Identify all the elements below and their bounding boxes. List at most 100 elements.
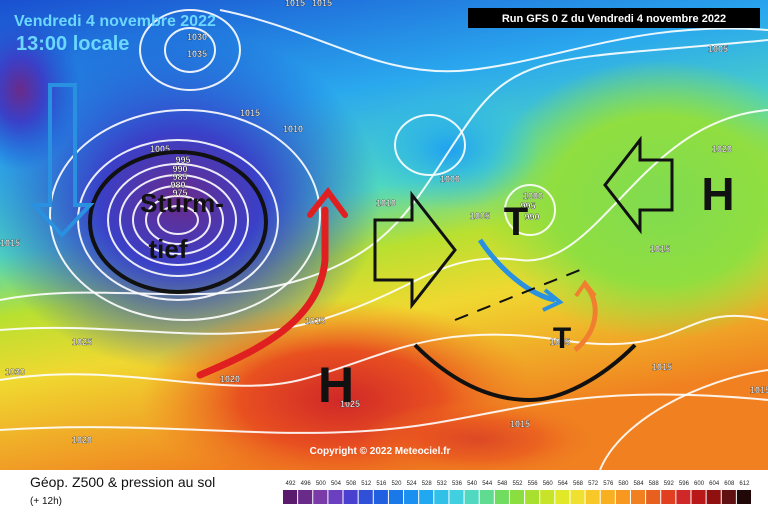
scale-swatch [721,490,736,504]
isobar-label: 980 [170,180,185,190]
annotation-shapes [29,83,674,403]
low-marker: T [553,322,571,355]
annotations: Sturm- tief H H H T T [140,168,735,413]
scale-swatch [449,490,464,504]
scale-label: 608 [724,481,735,487]
isobar-label: 1025 [340,399,360,409]
scale-swatch [358,490,373,504]
isobar-label: 1005 [470,211,490,221]
scale-label: 528 [422,481,433,487]
scale-label: 576 [603,481,614,487]
isobar-label: 1030 [187,32,207,42]
isobar-label: 1015 [285,0,305,8]
scale-swatch [646,490,661,504]
low-marker: T [504,200,528,244]
scale-swatch [706,490,721,504]
scale-swatch [388,490,404,504]
isobar-label: 1015 [305,316,325,326]
scale-label: 556 [528,481,539,487]
isobar-label: 1005 [708,44,728,54]
scale-label: 508 [346,481,357,487]
scale-label: 516 [376,481,387,487]
scale-label: 552 [512,481,523,487]
isobar-label: 990 [172,164,187,174]
isobar-label: 975 [172,188,187,198]
isobar-label: 1015 [750,385,768,395]
high-marker: H [318,357,354,413]
scale-label: 492 [286,481,297,487]
isobar-label: 1025 [72,337,92,347]
scale-label: 548 [497,481,508,487]
scale-label: 496 [301,481,312,487]
scale-swatch [283,490,298,504]
scale-label: 524 [407,481,418,487]
scale-swatch [509,490,525,504]
scale-swatch [585,490,600,504]
scale-label: 600 [694,481,705,487]
scale-swatch [464,490,479,504]
map-area [0,0,768,500]
isobar-label: 1030 [5,367,25,377]
scale-swatch [419,490,434,504]
scale-swatch [600,490,615,504]
low-name: tief [149,234,188,264]
run-label: Run GFS 0 Z du Vendredi 4 novembre 2022 [502,13,726,25]
scale-label: 504 [331,481,342,487]
scale-label: 604 [709,481,720,487]
scale-label: 568 [573,481,584,487]
scale-swatch [328,490,343,504]
scale-label: 572 [588,481,599,487]
footer-title: Géop. Z500 & pression au sol [30,474,215,490]
isobar-label: 1005 [550,337,570,347]
scale-swatch [525,490,540,504]
scale-label: 612 [739,481,750,487]
scale-swatch [630,490,646,504]
isobar-label: 1015 [240,108,260,118]
isobar-label: 1010 [283,124,303,134]
isobar-label: 995 [175,155,190,165]
isobar-label: 1015 [652,362,672,372]
isobar-label: 995 [520,201,535,211]
scale-swatch [540,490,555,504]
scale-label: 520 [391,481,402,487]
scale-swatch [736,490,751,504]
high-marker: H [701,168,734,220]
scale-swatch [479,490,494,504]
isobar-label: 1020 [220,374,240,384]
isobars [0,9,768,471]
scale-swatch [494,490,509,504]
isobar-label: 990 [524,212,539,222]
scale-label: 536 [452,481,463,487]
scale-swatch [570,490,585,504]
isobar-label: 1005 [150,144,170,154]
scale-label: 532 [437,481,448,487]
color-scale: 492 496 500 504 508 512 516 520 524 528 532 536 540 5… [283,481,751,504]
isobar-label: 1020 [712,144,732,154]
scale-label: 588 [649,481,660,487]
copyright: Copyright © 2022 Meteociel.fr [310,446,451,457]
scale-swatch [691,490,706,504]
isobar-label: 1015 [650,244,670,254]
low-name: Sturm- [140,188,224,218]
scale-swatch [343,490,358,504]
scale-swatch [615,490,630,504]
scale-label: 512 [361,481,372,487]
isobar-label: 1020 [72,435,92,445]
scale-label: 592 [664,481,675,487]
scale-label: 500 [316,481,327,487]
scale-label: 544 [482,481,493,487]
footer-step: (+ 12h) [30,496,62,507]
scale-swatch [404,490,419,504]
scale-swatch [434,490,449,504]
scale-swatch [555,490,570,504]
isobar-label: 1015 [510,419,530,429]
date-label: Vendredi 4 novembre 2022 [14,13,216,30]
isobar-label: 1015 [312,0,332,8]
isobar-label: 985 [172,172,187,182]
isobar-label: 1015 [0,238,20,248]
scale-label: 560 [543,481,554,487]
scale-label: 580 [618,481,629,487]
run-box [468,8,760,28]
isobar-labels: 1030 1035 1015 1010 1005 995 990 985 980… [0,0,768,445]
